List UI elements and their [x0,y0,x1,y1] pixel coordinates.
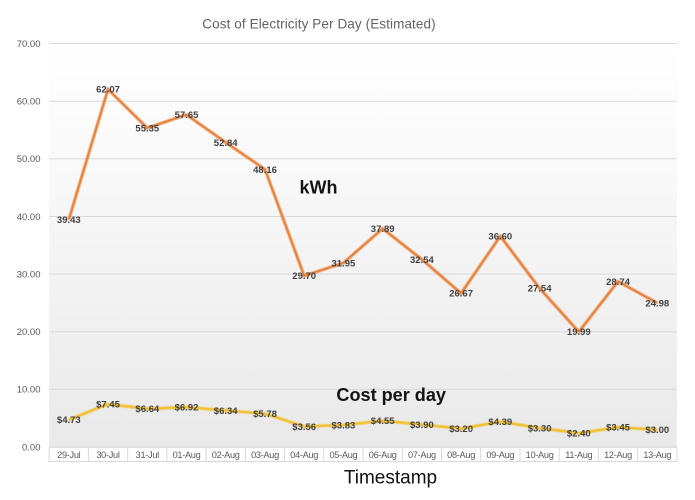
svg-text:$3.00: $3.00 [645,425,669,436]
svg-text:0.00: 0.00 [22,442,41,453]
svg-text:55.35: 55.35 [135,123,159,134]
svg-text:37.89: 37.89 [371,224,395,235]
svg-text:28.74: 28.74 [606,277,630,288]
svg-text:$3.90: $3.90 [410,420,434,431]
svg-text:04-Aug: 04-Aug [290,450,318,460]
svg-text:$6.34: $6.34 [214,406,238,417]
svg-text:11-Aug: 11-Aug [565,450,592,460]
svg-text:02-Aug: 02-Aug [212,450,240,460]
svg-text:31.95: 31.95 [332,258,356,269]
svg-text:$5.78: $5.78 [253,409,277,420]
svg-text:52.84: 52.84 [214,138,238,149]
svg-text:24.98: 24.98 [645,298,669,309]
svg-text:60.00: 60.00 [17,97,41,108]
svg-text:03-Aug: 03-Aug [251,450,279,460]
svg-text:32.54: 32.54 [410,255,434,266]
svg-text:08-Aug: 08-Aug [447,450,475,460]
svg-text:36.60: 36.60 [488,232,512,243]
svg-text:$3.45: $3.45 [606,423,630,434]
svg-text:Timestamp: Timestamp [344,468,437,489]
svg-text:$4.55: $4.55 [371,416,395,427]
svg-text:$3.30: $3.30 [528,423,552,434]
svg-text:06-Aug: 06-Aug [369,450,397,460]
svg-text:29.70: 29.70 [292,271,316,282]
svg-text:$7.45: $7.45 [96,400,120,411]
svg-text:26.67: 26.67 [449,289,473,300]
svg-text:$3.56: $3.56 [292,422,316,433]
svg-text:$4.73: $4.73 [57,415,81,426]
svg-text:30.00: 30.00 [17,269,41,280]
svg-text:kWh: kWh [300,178,338,198]
svg-text:13-Aug: 13-Aug [643,450,671,460]
svg-text:$6.92: $6.92 [175,403,199,414]
svg-text:48.16: 48.16 [253,165,277,176]
svg-text:20.00: 20.00 [17,327,41,338]
svg-text:10-Aug: 10-Aug [526,450,554,460]
svg-text:31-Jul: 31-Jul [136,450,159,460]
svg-text:$3.83: $3.83 [332,420,356,431]
svg-text:$4.39: $4.39 [488,417,512,428]
svg-text:50.00: 50.00 [17,154,41,165]
svg-text:29-Jul: 29-Jul [57,450,80,460]
svg-text:62.07: 62.07 [96,85,120,96]
svg-text:39.43: 39.43 [57,215,81,226]
svg-text:07-Aug: 07-Aug [408,450,436,460]
svg-text:19.99: 19.99 [567,327,591,338]
svg-text:57.65: 57.65 [175,110,199,121]
svg-text:12-Aug: 12-Aug [604,450,632,460]
svg-text:10.00: 10.00 [17,385,41,396]
svg-text:01-Aug: 01-Aug [173,450,201,460]
svg-text:$2.40: $2.40 [567,429,591,440]
svg-text:Cost per day: Cost per day [336,385,446,405]
svg-text:09-Aug: 09-Aug [486,450,514,460]
svg-text:30-Jul: 30-Jul [96,450,119,460]
svg-text:05-Aug: 05-Aug [329,450,357,460]
svg-text:Cost of Electricity Per Day (E: Cost of Electricity Per Day (Estimated) [202,17,435,32]
svg-text:27.54: 27.54 [528,284,552,295]
svg-text:$3.20: $3.20 [449,424,473,435]
svg-text:40.00: 40.00 [17,212,41,223]
svg-text:$6.64: $6.64 [135,404,159,415]
svg-text:70.00: 70.00 [17,39,41,50]
